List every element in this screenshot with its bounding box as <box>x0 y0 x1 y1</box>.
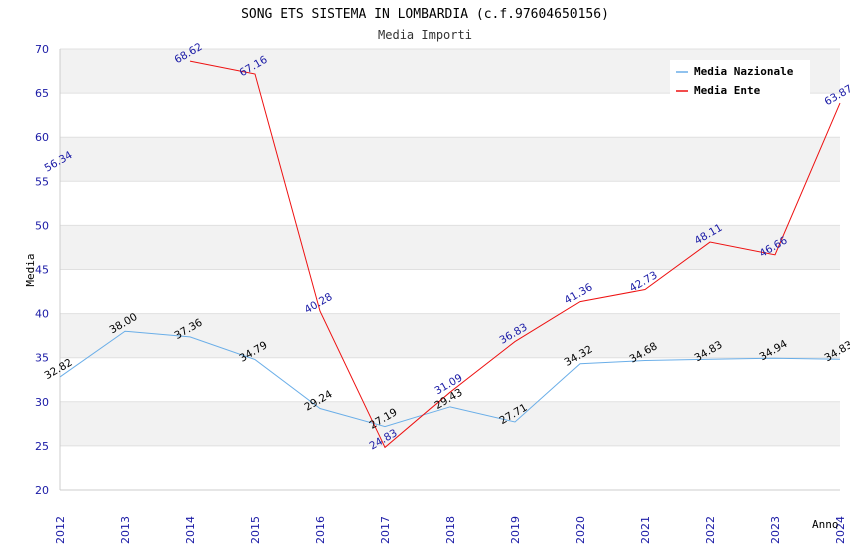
series-lines <box>59 60 841 449</box>
series-line-ente <box>189 60 841 449</box>
x-tick-label: 2024 <box>834 516 847 544</box>
y-tick-label: 25 <box>35 440 49 453</box>
y-tick-label: 35 <box>35 352 49 365</box>
x-tick-label: 2019 <box>509 516 522 544</box>
y-tick-label: 60 <box>35 131 49 144</box>
x-tick-label: 2022 <box>704 516 717 544</box>
grid-band <box>60 401 840 446</box>
y-tick-label: 70 <box>35 43 49 56</box>
x-axis-label: Anno <box>812 518 839 531</box>
x-tick-label: 2017 <box>379 516 392 544</box>
chart-title: SONG ETS SISTEMA IN LOMBARDIA (c.f.97604… <box>241 7 609 22</box>
x-tick-label: 2021 <box>639 516 652 544</box>
chart-subtitle: Media Importi <box>378 28 472 42</box>
grid-band <box>60 225 840 270</box>
y-tick-label: 50 <box>35 219 49 232</box>
grid-lines <box>60 48 840 491</box>
y-tick-labels: 20 25 30 35 40 45 50 55 60 65 70 <box>35 43 49 497</box>
y-tick-label: 45 <box>35 264 49 277</box>
y-tick-label: 55 <box>35 175 49 188</box>
legend: Media Nazionale Media Ente <box>670 60 810 97</box>
axes <box>59 49 840 491</box>
x-tick-label: 2013 <box>119 516 132 544</box>
data-label-ente: 40.28 <box>302 291 334 316</box>
series-line-nazionale <box>59 330 841 428</box>
data-label-ente: 42.73 <box>627 269 659 294</box>
x-tick-label: 2018 <box>444 516 457 544</box>
y-tick-label: 40 <box>35 308 49 321</box>
legend-label-nazionale: Media Nazionale <box>694 65 794 78</box>
x-tick-label: 2016 <box>314 516 327 544</box>
legend-label-ente: Media Ente <box>694 84 761 97</box>
x-tick-label: 2015 <box>249 516 262 544</box>
grid-bands <box>60 49 840 446</box>
y-tick-label: 65 <box>35 87 49 100</box>
y-axis-label: Media <box>24 253 37 286</box>
y-tick-label: 30 <box>35 396 49 409</box>
x-tick-label: 2014 <box>184 516 197 544</box>
grid-band <box>60 313 840 358</box>
x-tick-labels: 2012 2013 2014 2015 2016 2017 2018 2019 2020 2021… <box>54 516 847 544</box>
grid-band <box>60 137 840 182</box>
x-tick-label: 2023 <box>769 516 782 544</box>
legend-box <box>670 60 810 96</box>
y-tick-label: 20 <box>35 484 49 497</box>
x-tick-label: 2012 <box>54 516 67 544</box>
x-tick-label: 2020 <box>574 516 587 544</box>
